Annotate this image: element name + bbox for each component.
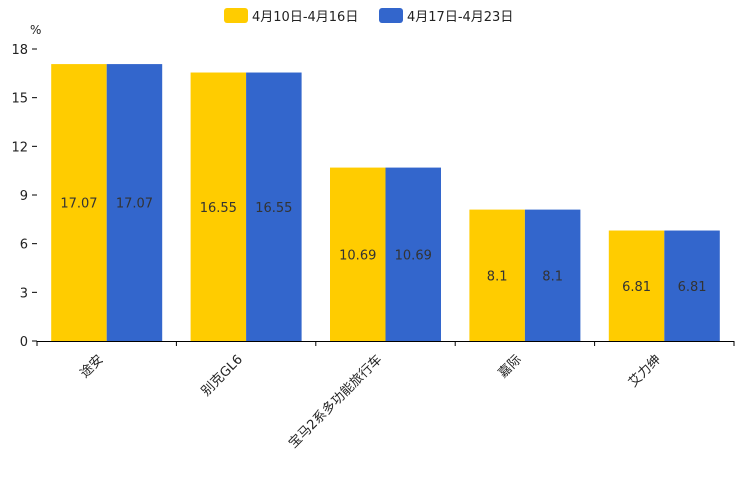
legend-label-2: 4月17日-4月23日 bbox=[407, 10, 513, 25]
data-label: 10.69 bbox=[339, 248, 376, 263]
data-label: 16.55 bbox=[200, 201, 237, 216]
data-label: 17.07 bbox=[60, 197, 97, 212]
y-tick-label: 9 bbox=[20, 189, 28, 204]
legend: 4月10日-4月16日 4月17日-4月23日 bbox=[224, 8, 513, 25]
bar-series1-4 bbox=[469, 209, 525, 341]
bar-series1-1 bbox=[51, 64, 107, 341]
x-category-label: 嘉际 bbox=[496, 352, 525, 381]
y-tick-label: 18 bbox=[11, 43, 28, 58]
bars: 17.07 16.55 10.69 8.1 6.81 17.07 16.55 10.69 8.1… bbox=[51, 64, 720, 342]
bar-series2-2 bbox=[246, 72, 302, 342]
bar-series2-1 bbox=[106, 64, 163, 341]
data-label: 8.1 bbox=[487, 269, 508, 284]
y-tick-label: 6 bbox=[20, 238, 28, 253]
legend-swatch-2 bbox=[379, 8, 403, 23]
x-category-label: 艾力绅 bbox=[626, 352, 664, 390]
data-label: 8.1 bbox=[542, 269, 563, 284]
data-label: 6.81 bbox=[678, 280, 707, 295]
y-axis-unit: % bbox=[30, 23, 41, 37]
bar-series1-2 bbox=[190, 72, 247, 342]
bar-series2-4 bbox=[524, 209, 581, 341]
y-axis: 0 3 6 9 12 15 18 bbox=[11, 43, 37, 350]
legend-swatch-1 bbox=[224, 8, 248, 23]
legend-label-1: 4月10日-4月16日 bbox=[252, 10, 358, 25]
bar-series2-3 bbox=[385, 167, 441, 341]
y-tick-label: 3 bbox=[20, 286, 28, 301]
data-label: 10.69 bbox=[395, 248, 432, 263]
y-tick-label: 15 bbox=[11, 92, 28, 107]
x-axis: 途安 别克GL6 宝马2系多功能旅行车 嘉际 艾力绅 bbox=[36, 341, 735, 452]
data-label: 17.07 bbox=[116, 197, 153, 212]
y-tick-label: 0 bbox=[20, 335, 28, 350]
bar-series1-5 bbox=[608, 230, 665, 341]
bar-series1-3 bbox=[330, 167, 386, 341]
data-label: 6.81 bbox=[622, 280, 651, 295]
data-label: 16.55 bbox=[255, 201, 292, 216]
x-category-label: 途安 bbox=[77, 352, 107, 382]
x-category-label: 别克GL6 bbox=[199, 352, 246, 399]
x-category-label: 宝马2系多功能旅行车 bbox=[285, 352, 385, 452]
y-tick-label: 12 bbox=[11, 140, 28, 155]
bar-series2-5 bbox=[664, 230, 720, 341]
